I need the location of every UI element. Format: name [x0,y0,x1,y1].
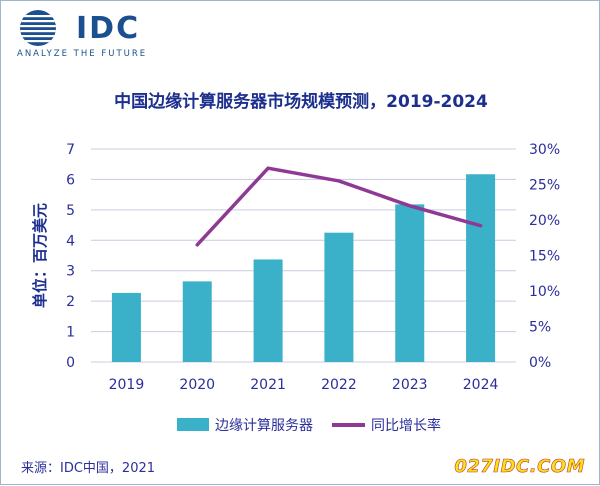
brand-name: IDC [76,11,141,46]
y-tick-label: 3 [66,264,75,280]
legend-swatch-bar [177,418,209,431]
legend-label-bar: 边缘计算服务器 [215,418,313,434]
bar [253,259,283,362]
source-note: 来源：IDC中国，2021 [21,461,156,476]
legend-label-line: 同比增长率 [371,417,441,434]
y-axis-label: 单位：百万美元 [31,203,49,308]
bar [111,292,141,362]
growth-rate-point [408,204,411,207]
y-tick-label: 1 [66,325,75,341]
growth-rate-point [337,179,341,183]
globe-icon [20,10,56,46]
idc-logo: IDC ANALYZE THE FUTURE [15,9,165,61]
y2-tick-label: 20% [529,213,560,229]
growth-rate-point [196,243,199,247]
x-tick-label: 2023 [392,377,428,393]
y-tick-label: 7 [66,142,75,158]
bar [395,204,425,362]
y2-tick-label: 0% [529,355,551,371]
y2-tick-label: 10% [529,284,560,300]
site-watermark: 027IDC.COM [454,456,585,478]
x-tick-label: 2019 [109,377,145,393]
brand-tagline: ANALYZE THE FUTURE [17,49,148,59]
x-tick-label: 2020 [179,377,215,393]
y-tick-label: 2 [66,294,75,310]
x-tick-label: 2021 [250,377,286,393]
y2-tick-label: 15% [529,249,560,265]
growth-rate-point [266,166,270,170]
bar [182,281,212,362]
bar [324,232,354,362]
x-tick-label: 2024 [463,377,499,393]
y2-tick-label: 25% [529,178,560,194]
growth-rate-point [479,224,482,227]
y2-tick-label: 5% [529,320,551,336]
y-tick-label: 0 [66,355,75,371]
y-tick-label: 4 [66,233,75,249]
x-tick-label: 2022 [321,377,357,393]
y-tick-label: 6 [66,172,75,188]
y2-tick-label: 30% [529,142,560,158]
chart-title: 中国边缘计算服务器市场规模预测，2019-2024 [114,92,488,112]
y-tick-label: 5 [66,203,75,219]
bar [466,174,496,362]
